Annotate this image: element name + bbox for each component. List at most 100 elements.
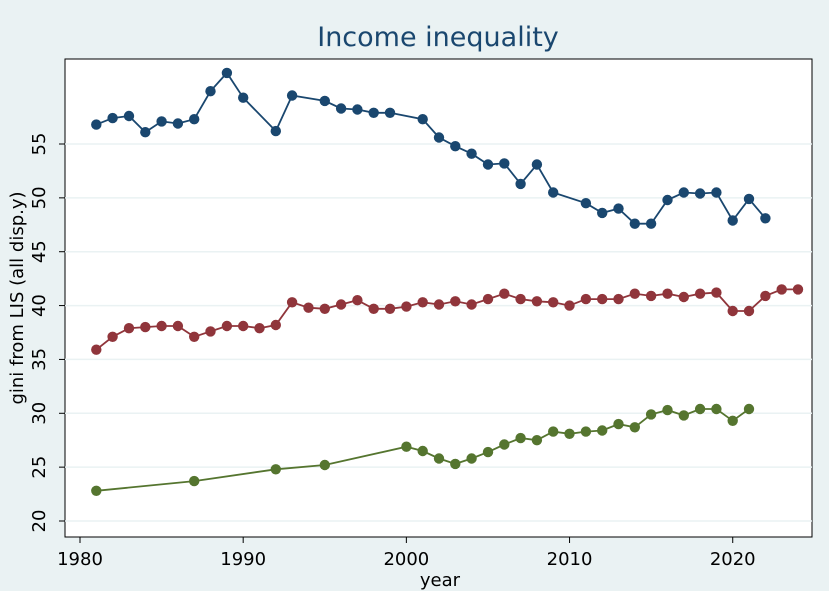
data-point <box>711 403 722 415</box>
data-point <box>548 426 559 437</box>
data-point <box>662 288 673 299</box>
data-point <box>760 290 771 302</box>
y-axis-title: gini from LIS (all disp.y) <box>7 191 28 404</box>
axes: 20 25 30 35 40 45 50 55 1980 1990 2000 2010 2020 <box>29 133 756 570</box>
x-tick-label: 2010 <box>547 549 593 570</box>
data-point <box>515 178 526 190</box>
data-point <box>335 299 347 310</box>
data-point <box>743 193 755 205</box>
data-point <box>140 321 151 333</box>
data-point <box>433 453 445 464</box>
x-tick-label: 2000 <box>383 549 429 570</box>
series-2 <box>91 284 804 355</box>
data-point <box>221 320 233 332</box>
data-point <box>694 288 706 299</box>
data-point <box>319 303 330 314</box>
data-point <box>597 207 608 219</box>
data-point <box>352 295 363 306</box>
data-point <box>91 119 102 130</box>
data-point <box>91 485 102 496</box>
y-tick-label: 55 <box>29 133 50 156</box>
data-point <box>156 116 167 127</box>
data-point <box>384 303 396 314</box>
data-point <box>711 287 722 298</box>
data-point <box>597 425 608 436</box>
data-point <box>368 303 379 314</box>
data-point <box>580 293 592 305</box>
data-point <box>450 296 461 307</box>
data-point <box>531 296 543 307</box>
data-point <box>548 187 559 198</box>
data-point <box>662 194 673 206</box>
data-point <box>727 305 738 317</box>
x-tick-label: 1990 <box>220 549 266 570</box>
data-point <box>221 67 233 79</box>
data-point <box>760 213 771 224</box>
data-point <box>613 293 624 305</box>
data-point <box>189 475 200 487</box>
data-point <box>91 344 102 355</box>
data-point <box>662 404 673 416</box>
data-point <box>711 187 722 198</box>
data-point <box>450 141 461 152</box>
data-point <box>417 114 428 125</box>
data-point <box>107 112 118 124</box>
data-point <box>286 297 298 308</box>
data-point <box>417 297 428 308</box>
data-point <box>123 110 135 122</box>
data-point <box>433 299 445 310</box>
data-point <box>564 300 575 311</box>
data-point <box>613 418 624 430</box>
data-point <box>499 158 510 169</box>
data-point <box>482 446 494 458</box>
x-tick-label: 1980 <box>57 549 103 570</box>
y-tick-label: 25 <box>29 456 50 479</box>
data-point <box>678 187 689 198</box>
data-point <box>319 459 330 471</box>
data-point <box>515 293 526 305</box>
data-point <box>140 127 151 138</box>
data-point <box>678 410 689 421</box>
data-point <box>548 297 559 308</box>
x-axis-title: year <box>420 570 461 591</box>
data-point <box>466 299 477 310</box>
data-point <box>384 107 396 119</box>
data-point <box>743 305 755 317</box>
data-point <box>238 320 249 332</box>
data-point <box>694 188 706 199</box>
data-point <box>580 198 592 209</box>
data-point <box>172 320 184 332</box>
data-point <box>401 441 412 452</box>
data-point <box>776 284 787 295</box>
data-point <box>205 326 216 337</box>
data-point <box>792 284 804 295</box>
data-point <box>613 203 624 214</box>
data-point <box>580 426 592 437</box>
data-point <box>270 464 281 475</box>
data-point <box>531 435 543 446</box>
data-point <box>123 323 135 334</box>
data-point <box>156 320 167 332</box>
data-point <box>727 415 738 426</box>
data-point <box>629 218 640 229</box>
y-tick-label: 40 <box>29 294 50 317</box>
data-point <box>189 331 200 342</box>
data-point <box>629 422 640 433</box>
data-point <box>678 291 689 303</box>
x-tick-label: 2020 <box>710 549 756 570</box>
data-point <box>694 403 706 415</box>
data-point <box>254 323 265 334</box>
data-point <box>238 92 249 103</box>
y-tick-label: 30 <box>29 402 50 425</box>
chart-title: Income inequality <box>317 22 559 53</box>
data-point <box>515 432 526 444</box>
data-point <box>482 159 494 170</box>
series-3 <box>91 403 755 496</box>
y-tick-label: 20 <box>29 510 50 533</box>
data-point <box>107 331 118 342</box>
data-point <box>645 409 657 420</box>
data-point <box>499 439 510 450</box>
data-point <box>368 107 379 119</box>
data-point <box>352 104 363 115</box>
